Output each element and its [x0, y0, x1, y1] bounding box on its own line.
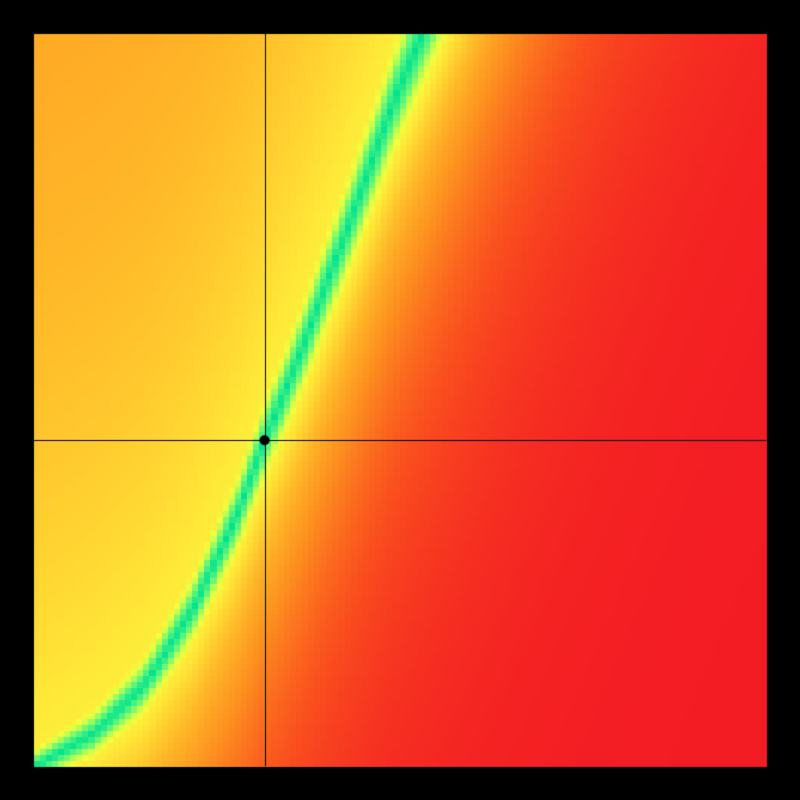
chart-container: TheBottleneck.com	[0, 0, 800, 800]
heatmap-canvas	[0, 0, 800, 800]
